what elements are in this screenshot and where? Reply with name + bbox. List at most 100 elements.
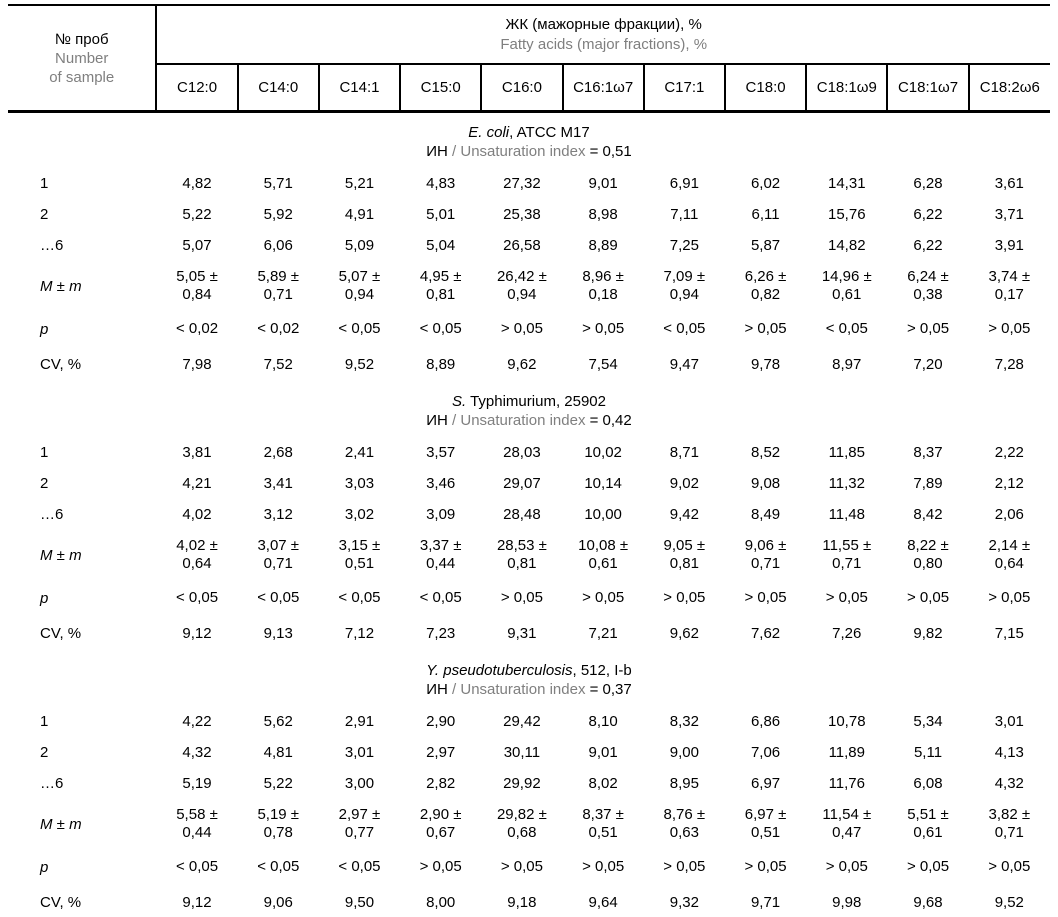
row-label: …6 (40, 237, 64, 254)
cell-value: 3,61 (994, 174, 1024, 192)
cell-value: < 0,05 (338, 858, 381, 875)
cell-value: 8,89 (426, 355, 456, 373)
cell-value: 9,42 (669, 505, 699, 523)
cell-value: 6,24 ± 0,38 (907, 268, 949, 303)
cell-value: 5,87 (750, 236, 781, 254)
cell-value: 14,31 (828, 174, 866, 192)
cell-value: 9,31 (507, 624, 537, 642)
cell-value: 9,12 (182, 624, 212, 642)
cell-value: 9,64 (588, 893, 618, 911)
cell-value: 5,07 ± 0,94 (338, 268, 381, 303)
unsaturation-index-line: ИН / Unsaturation index = 0,42 (426, 412, 632, 429)
row-label: CV, % (40, 625, 82, 642)
column-header-9: C18:1ω9 (805, 64, 888, 113)
section-header-2: S. Typhimurium, 25902 ИН / Unsaturation i… (8, 382, 1050, 437)
cell-value: 28,03 (503, 443, 541, 461)
cell-value: 7,98 (182, 355, 212, 373)
table-row: …6 5,19 5,22 3,00 2,82 29,92 8,02 8,95 6,97 11,76… (8, 768, 1050, 799)
table-row: M ± m 5,05 ± 0,84 5,89 ± 0,71 5,07 ± 0,94 4,… (8, 261, 1050, 311)
cell-value: 9,62 (507, 355, 537, 373)
cell-value: 5,04 (426, 236, 456, 254)
cell-value: 8,89 (588, 236, 618, 254)
row-label: 2 (40, 206, 49, 223)
cell-value: 5,92 (263, 205, 293, 223)
row-label: p (40, 858, 49, 876)
cell-value: < 0,05 (257, 858, 300, 875)
cell-value: 3,82 ± 0,71 (988, 806, 1031, 841)
column-header-row: C12:0 C14:0 C14:1 C15:0 C16:0 C16:1ω7 C17:1 C18… (8, 64, 1050, 113)
cell-value: 9,98 (832, 893, 862, 911)
cell-value: 7,26 (832, 624, 862, 642)
cell-value: 5,89 ± 0,71 (257, 268, 300, 303)
row-label: CV, % (40, 894, 82, 911)
cell-value: > 0,05 (906, 858, 950, 875)
cell-value: > 0,05 (744, 320, 787, 337)
cell-value: 8,37 ± 0,51 (582, 806, 624, 841)
corner-header: № проб Number of sample (8, 5, 158, 113)
cell-value: 5,22 (182, 205, 212, 223)
row-label: 1 (40, 444, 49, 461)
cell-value: 27,32 (503, 174, 541, 192)
cell-value: 7,89 (913, 474, 943, 492)
column-header-5: C16:0 (480, 64, 563, 113)
row-label: M ± m (40, 546, 82, 564)
cell-value: 10,02 (584, 443, 622, 461)
cell-value: 8,32 (669, 712, 699, 730)
cell-value: 2,97 (426, 743, 456, 761)
cell-value: > 0,05 (825, 858, 868, 875)
cell-value: > 0,05 (744, 858, 787, 875)
unsaturation-index-line: ИН / Unsaturation index = 0,37 (426, 681, 632, 698)
cell-value: 4,13 (994, 743, 1024, 761)
cell-value: 3,91 (994, 236, 1024, 254)
cell-value: 26,58 (503, 236, 541, 254)
cell-value: 14,82 (828, 236, 866, 254)
table-row: …6 5,07 6,06 5,09 5,04 26,58 8,89 7,25 5,87 14,82… (8, 230, 1050, 261)
cell-value: 3,37 ± 0,44 (419, 537, 462, 572)
cell-value: 8,49 (750, 505, 781, 523)
cell-value: 14,96 ± 0,61 (821, 268, 872, 303)
cell-value: 9,62 (669, 624, 699, 642)
cell-value: 2,14 ± 0,64 (988, 537, 1031, 572)
cell-value: > 0,05 (582, 858, 625, 875)
cell-value: 4,22 (182, 712, 212, 730)
cell-value: 9,78 (750, 355, 781, 373)
column-header-1: C12:0 (156, 64, 238, 113)
cell-value: 29,07 (503, 474, 541, 492)
cell-value: 7,20 (913, 355, 943, 373)
cell-value: 11,89 (828, 743, 865, 761)
cell-value: 9,12 (182, 893, 212, 911)
row-label: M ± m (40, 277, 82, 295)
cell-value: > 0,05 (744, 589, 787, 606)
cell-value: 5,11 (913, 743, 943, 761)
cell-value: 2,06 (994, 505, 1024, 523)
cell-value: 10,14 (584, 474, 622, 492)
cell-value: 5,01 (426, 205, 456, 223)
table-row: M ± m 4,02 ± 0,64 3,07 ± 0,71 3,15 ± 0,51 3,… (8, 530, 1050, 580)
cell-value: 30,11 (503, 743, 541, 761)
cell-value: 8,42 (913, 505, 943, 523)
cell-value: < 0,05 (175, 858, 219, 875)
column-header-10: C18:1ω7 (886, 64, 969, 113)
cell-value: < 0,05 (663, 320, 706, 337)
cell-value: 11,76 (828, 774, 865, 792)
cell-value: 7,12 (344, 624, 375, 642)
cell-value: 3,02 (344, 505, 375, 523)
cell-value: 9,52 (344, 355, 375, 373)
cell-value: 7,25 (669, 236, 699, 254)
cell-value: 11,48 (828, 505, 865, 523)
cell-value: 2,82 (426, 774, 456, 792)
table-row: 2 5,22 5,92 4,91 5,01 25,38 8,98 7,11 6,11 15,76 6… (8, 199, 1050, 230)
cell-value: < 0,05 (338, 320, 381, 337)
cell-value: 29,82 ± 0,68 (496, 806, 547, 841)
cell-value: 2,41 (344, 443, 375, 461)
cell-value: 5,05 ± 0,84 (176, 268, 218, 303)
cell-value: > 0,05 (825, 589, 868, 606)
group-header-row: № проб Number of sample ЖК (мажорные фра… (8, 5, 1050, 113)
cell-value: 11,55 ± 0,71 (822, 537, 872, 572)
cell-value: 6,91 (669, 174, 699, 192)
cell-value: 6,02 (750, 174, 781, 192)
cell-value: 9,08 (750, 474, 781, 492)
cell-value: < 0,05 (338, 589, 381, 606)
cell-value: 6,11 (751, 205, 780, 223)
cell-value: 6,08 (913, 774, 943, 792)
